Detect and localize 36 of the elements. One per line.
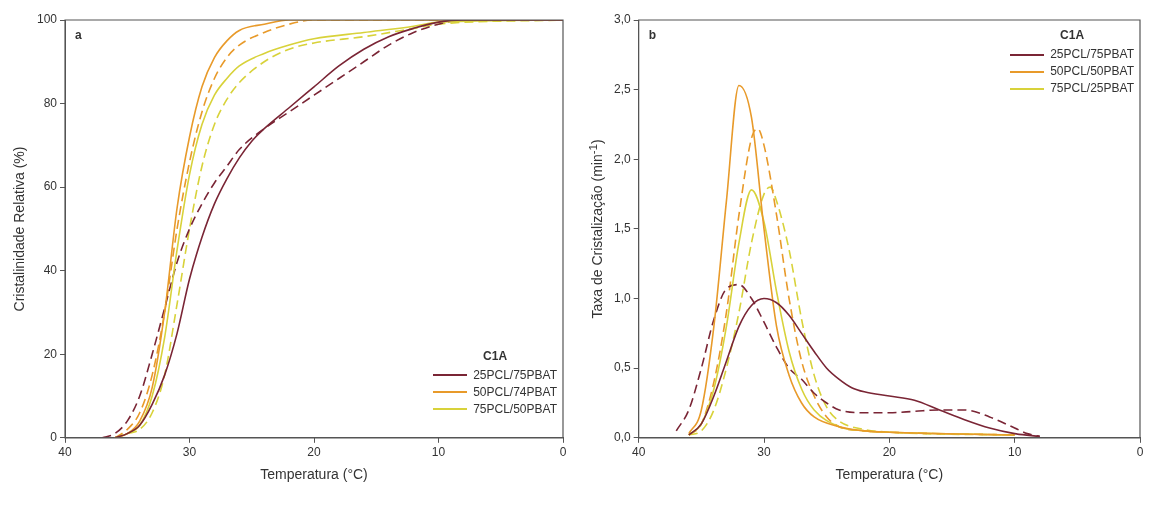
y-tick-label: 100 <box>36 12 58 27</box>
legend-label: 25PCL/75PBAT <box>1050 46 1134 63</box>
legend-title: C1A <box>1059 28 1086 42</box>
y-tick-label: 40 <box>43 262 58 277</box>
y-tick-label: 80 <box>43 95 58 110</box>
y-tick-label: 2,0 <box>613 151 631 166</box>
y-tick-label: 20 <box>43 346 58 361</box>
y-tick-label: 0,0 <box>613 430 631 445</box>
annotation: b <box>648 28 657 43</box>
y-tick-label: 3,0 <box>613 12 631 27</box>
legend-label: 75PCL/50PBAT <box>473 400 557 418</box>
x-tick-label: 10 <box>1007 445 1022 460</box>
legend-title: C1A <box>482 348 509 363</box>
x-tick-label: 0 <box>559 445 567 460</box>
x-tick-label: 40 <box>58 445 73 460</box>
y-tick-label: 0,5 <box>613 360 631 375</box>
x-tick-label: 20 <box>882 445 897 460</box>
legend-label: 50PCL/74PBAT <box>473 383 557 401</box>
y-tick-label: 1,0 <box>613 290 631 305</box>
annotation: a <box>75 28 83 43</box>
x-axis-title: Temperatura (°C) <box>260 466 368 483</box>
legend-label: 25PCL/75PBAT <box>473 366 557 384</box>
x-tick-label: 20 <box>307 445 321 460</box>
x-tick-label: 30 <box>757 445 772 460</box>
x-tick-label: 30 <box>182 445 197 460</box>
legend-label: 50PCL/50PBAT <box>1050 63 1134 80</box>
y-axis-title: Cristalinidade Relativa (%) <box>11 146 28 312</box>
y-tick-label: 1,5 <box>613 221 631 236</box>
x-tick-label: 0 <box>1136 445 1144 460</box>
x-tick-label: 10 <box>431 445 446 460</box>
y-tick-label: 60 <box>43 179 58 194</box>
x-tick-label: 40 <box>632 445 646 460</box>
y-tick-label: 2,5 <box>613 81 631 96</box>
legend-label: 75PCL/25PBAT <box>1050 80 1134 97</box>
y-tick-label: 0 <box>50 430 58 445</box>
x-axis-title: Temperatura (°C) <box>835 466 944 483</box>
